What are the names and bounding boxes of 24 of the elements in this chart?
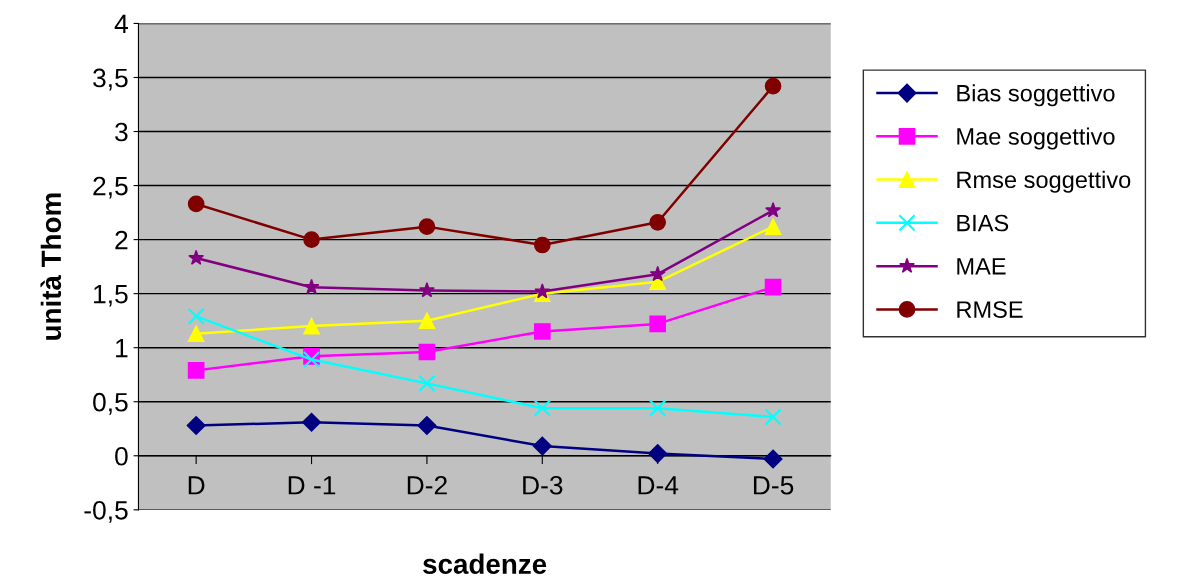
x-tick-label: D xyxy=(188,476,205,495)
legend-label: Bias soggettivo xyxy=(957,84,1115,107)
legend-label: Mae soggettivo xyxy=(957,127,1115,150)
y-tick-label: 4 xyxy=(114,14,128,33)
legend-label: RMSE xyxy=(957,301,1023,318)
x-tick-label: D-3 xyxy=(523,475,563,495)
x-tick-label: D -1 xyxy=(288,476,336,495)
y-tick-label: 3 xyxy=(115,122,128,142)
x-tick-label: D-4 xyxy=(638,476,679,495)
legend-label: MAE xyxy=(957,258,1006,275)
x-tick-label: D-2 xyxy=(407,475,447,495)
x-tick-label: D-5 xyxy=(753,476,794,495)
legend-label: Rmse soggettivo xyxy=(957,170,1131,193)
y-tick-label: 1 xyxy=(116,339,128,358)
y-tick-label: 2,5 xyxy=(93,176,128,199)
y-tick-label: -0,5 xyxy=(84,500,128,523)
y-tick-label: 0,5 xyxy=(93,392,128,415)
y-tick-label: 3,5 xyxy=(93,68,128,91)
x-axis-title: scadenze xyxy=(423,553,547,574)
y-tick-label: 1,5 xyxy=(94,285,128,307)
y-axis-title: unità Thom xyxy=(40,193,62,340)
y-tick-label: 2 xyxy=(115,230,128,250)
y-tick-label: 0 xyxy=(115,446,128,466)
legend-label: BIAS xyxy=(957,214,1009,232)
